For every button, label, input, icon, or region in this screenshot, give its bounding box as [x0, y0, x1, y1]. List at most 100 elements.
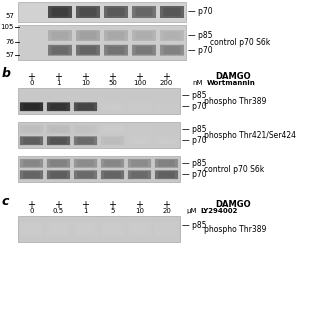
- Text: 1: 1: [56, 80, 61, 86]
- FancyBboxPatch shape: [50, 126, 67, 132]
- Text: — p70: — p70: [182, 136, 207, 145]
- FancyBboxPatch shape: [104, 45, 128, 56]
- Text: b: b: [2, 67, 11, 80]
- FancyBboxPatch shape: [47, 102, 70, 111]
- FancyBboxPatch shape: [47, 125, 70, 134]
- FancyBboxPatch shape: [160, 30, 184, 41]
- FancyBboxPatch shape: [48, 30, 72, 41]
- Bar: [18, 2, 186, 22]
- FancyBboxPatch shape: [104, 138, 121, 144]
- Text: DAMGO: DAMGO: [215, 72, 251, 81]
- Text: 50: 50: [108, 80, 117, 86]
- FancyBboxPatch shape: [132, 45, 156, 56]
- FancyBboxPatch shape: [108, 8, 124, 16]
- FancyBboxPatch shape: [158, 172, 175, 178]
- Text: — p85: — p85: [182, 159, 206, 168]
- FancyBboxPatch shape: [76, 45, 100, 56]
- FancyBboxPatch shape: [135, 46, 153, 54]
- FancyBboxPatch shape: [128, 102, 151, 111]
- FancyBboxPatch shape: [160, 6, 184, 18]
- Text: +: +: [135, 72, 143, 82]
- Text: phospho Thr389: phospho Thr389: [204, 97, 266, 106]
- FancyBboxPatch shape: [77, 160, 94, 166]
- FancyBboxPatch shape: [101, 170, 124, 179]
- FancyBboxPatch shape: [74, 102, 97, 111]
- FancyBboxPatch shape: [74, 136, 97, 145]
- Text: DAMGO: DAMGO: [215, 200, 251, 209]
- FancyBboxPatch shape: [20, 170, 43, 179]
- FancyBboxPatch shape: [101, 125, 124, 134]
- Text: Wortmannin: Wortmannin: [207, 80, 256, 86]
- Text: 57: 57: [5, 52, 14, 58]
- FancyBboxPatch shape: [131, 172, 148, 178]
- FancyBboxPatch shape: [48, 6, 72, 18]
- FancyBboxPatch shape: [50, 160, 67, 166]
- Text: +: +: [135, 200, 143, 210]
- Text: — p70: — p70: [188, 7, 212, 17]
- Bar: [18, 216, 180, 242]
- FancyBboxPatch shape: [52, 32, 68, 39]
- Text: +: +: [108, 200, 116, 210]
- Text: 1: 1: [83, 208, 88, 214]
- FancyBboxPatch shape: [128, 170, 151, 179]
- FancyBboxPatch shape: [131, 160, 148, 166]
- Bar: [18, 88, 180, 114]
- Text: c: c: [2, 195, 9, 208]
- Text: nM: nM: [192, 80, 203, 86]
- Text: 5: 5: [110, 208, 115, 214]
- Text: — p85: — p85: [182, 125, 206, 134]
- FancyBboxPatch shape: [155, 170, 178, 179]
- Text: +: +: [28, 72, 36, 82]
- Bar: [18, 122, 180, 148]
- FancyBboxPatch shape: [132, 30, 156, 41]
- FancyBboxPatch shape: [20, 222, 43, 236]
- FancyBboxPatch shape: [52, 46, 68, 54]
- FancyBboxPatch shape: [77, 138, 94, 144]
- Text: phospho Thr421/Ser424: phospho Thr421/Ser424: [204, 131, 296, 140]
- FancyBboxPatch shape: [20, 125, 43, 134]
- FancyBboxPatch shape: [131, 138, 148, 144]
- FancyBboxPatch shape: [74, 159, 97, 168]
- Text: — p85: — p85: [182, 91, 206, 100]
- Text: 105: 105: [1, 24, 14, 30]
- FancyBboxPatch shape: [101, 159, 124, 168]
- FancyBboxPatch shape: [47, 159, 70, 168]
- FancyBboxPatch shape: [101, 222, 124, 236]
- FancyBboxPatch shape: [164, 46, 180, 54]
- FancyBboxPatch shape: [50, 103, 67, 110]
- Text: +: +: [28, 200, 36, 210]
- Text: +: +: [54, 200, 62, 210]
- FancyBboxPatch shape: [155, 136, 178, 145]
- FancyBboxPatch shape: [20, 136, 43, 145]
- FancyBboxPatch shape: [20, 102, 43, 111]
- FancyBboxPatch shape: [23, 126, 40, 132]
- FancyBboxPatch shape: [132, 6, 156, 18]
- FancyBboxPatch shape: [164, 32, 180, 39]
- Bar: [18, 156, 180, 182]
- FancyBboxPatch shape: [104, 160, 121, 166]
- FancyBboxPatch shape: [77, 103, 94, 110]
- FancyBboxPatch shape: [50, 172, 67, 178]
- Text: 10: 10: [135, 208, 144, 214]
- Text: — p70: — p70: [182, 170, 207, 179]
- FancyBboxPatch shape: [74, 222, 97, 236]
- Text: 76: 76: [5, 39, 14, 45]
- FancyBboxPatch shape: [23, 103, 40, 110]
- Text: — p85: — p85: [188, 31, 212, 40]
- FancyBboxPatch shape: [160, 45, 184, 56]
- FancyBboxPatch shape: [79, 46, 97, 54]
- FancyBboxPatch shape: [158, 160, 175, 166]
- FancyBboxPatch shape: [23, 138, 40, 144]
- Text: +: +: [82, 200, 90, 210]
- FancyBboxPatch shape: [74, 125, 97, 134]
- FancyBboxPatch shape: [77, 172, 94, 178]
- Text: LY294002: LY294002: [200, 208, 237, 214]
- FancyBboxPatch shape: [108, 32, 124, 39]
- FancyBboxPatch shape: [108, 46, 124, 54]
- Text: 100: 100: [133, 80, 146, 86]
- FancyBboxPatch shape: [52, 8, 68, 16]
- Text: 0: 0: [29, 208, 34, 214]
- FancyBboxPatch shape: [128, 136, 151, 145]
- Text: — p70: — p70: [188, 46, 212, 55]
- Text: +: +: [163, 200, 171, 210]
